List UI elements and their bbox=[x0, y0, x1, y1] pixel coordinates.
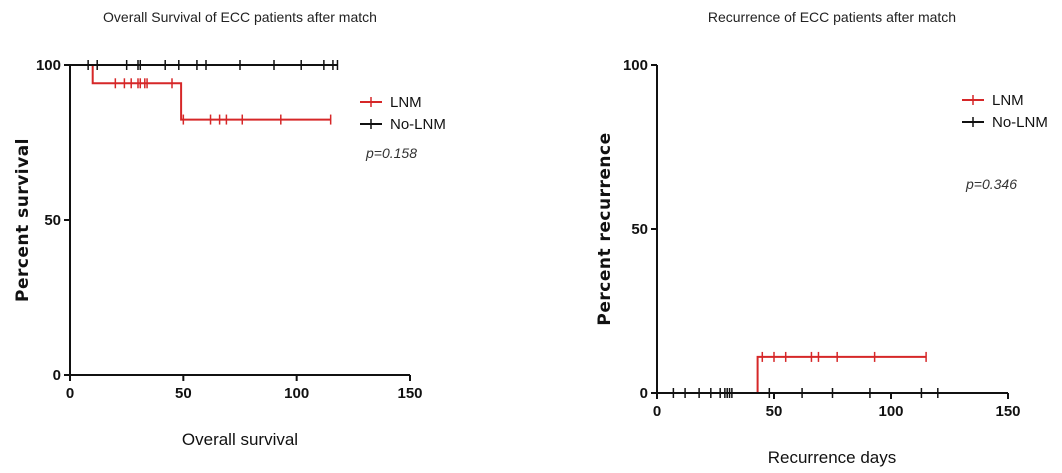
legend-label-no-lnm: No-LNM bbox=[992, 114, 1048, 131]
legend-label-no-lnm: No-LNM bbox=[390, 116, 446, 133]
x-tick-label: 150 bbox=[397, 385, 422, 402]
x-axis-label: Recurrence days bbox=[768, 448, 897, 467]
series-line-lnm bbox=[70, 64, 331, 121]
y-axis-label: Percent recurrence bbox=[595, 132, 615, 325]
chart-title: Overall Survival of ECC patients after m… bbox=[103, 9, 377, 25]
p-value-annotation: p=0.346 bbox=[965, 176, 1017, 192]
x-tick-label: 50 bbox=[766, 403, 783, 420]
x-tick-label: 0 bbox=[66, 385, 74, 402]
chart-title: Recurrence of ECC patients after match bbox=[708, 9, 956, 25]
y-tick-label: 50 bbox=[44, 212, 61, 229]
x-tick-label: 150 bbox=[995, 403, 1020, 420]
series-line-lnm bbox=[657, 355, 927, 394]
chart-panel-survival: Overall Survival of ECC patients after m… bbox=[13, 9, 446, 449]
y-tick-label: 100 bbox=[36, 57, 61, 74]
x-tick-label: 50 bbox=[175, 385, 192, 402]
x-tick-label: 0 bbox=[653, 403, 661, 420]
y-tick-label: 0 bbox=[640, 385, 648, 402]
p-value-annotation: p=0.158 bbox=[365, 145, 417, 161]
y-tick-label: 0 bbox=[53, 367, 61, 384]
x-tick-label: 100 bbox=[284, 385, 309, 402]
legend-label-lnm: LNM bbox=[992, 92, 1024, 109]
x-axis-label: Overall survival bbox=[182, 430, 298, 449]
y-tick-label: 50 bbox=[631, 221, 648, 238]
y-axis-label: Percent survival bbox=[13, 138, 33, 302]
x-tick-label: 100 bbox=[878, 403, 903, 420]
chart-panel-recurrence: Recurrence of ECC patients after match P… bbox=[595, 9, 1048, 467]
y-tick-label: 100 bbox=[623, 57, 648, 74]
legend-label-lnm: LNM bbox=[390, 94, 422, 111]
